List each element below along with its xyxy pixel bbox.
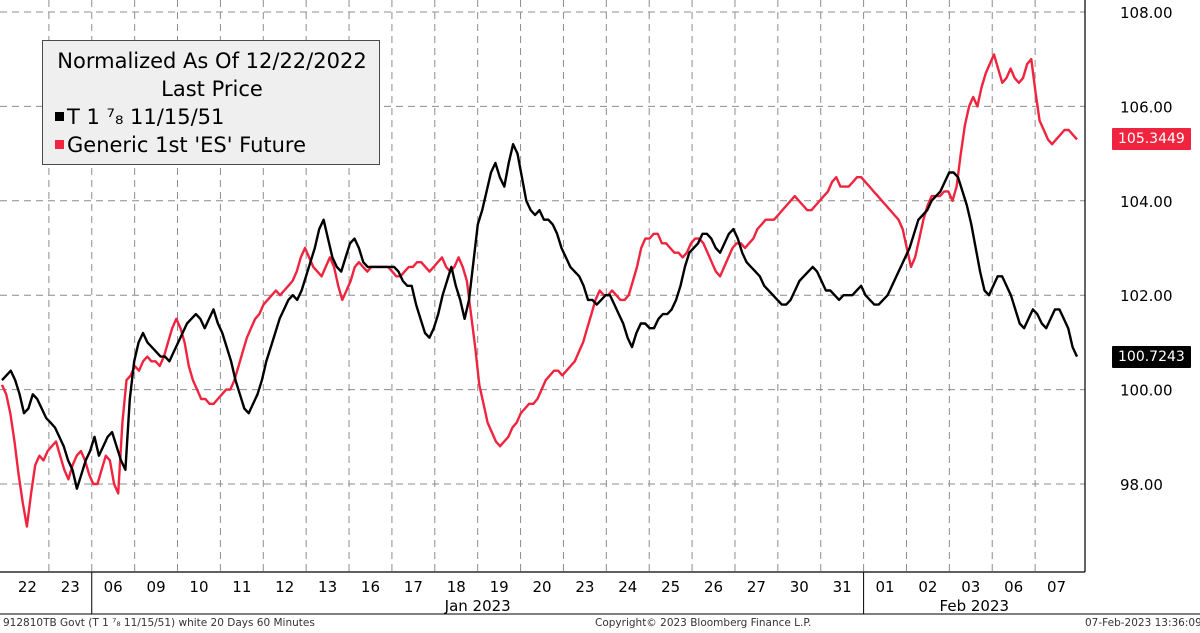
legend-subtitle: Last Price [161, 77, 263, 101]
x-tick-label: 10 [189, 578, 208, 596]
x-tick-label: 09 [147, 578, 166, 596]
x-tick-label: 06 [104, 578, 123, 596]
x-tick-label: 24 [618, 578, 637, 596]
x-tick-label: 01 [875, 578, 894, 596]
x-tick-label: 03 [961, 578, 980, 596]
series-line-bond [1, 143, 1079, 490]
x-tick-label: 30 [790, 578, 809, 596]
legend-swatch-es [55, 139, 64, 149]
x-tick-label: 23 [575, 578, 594, 596]
legend-title: Normalized As Of 12/22/2022 [57, 49, 367, 73]
x-tick-label: 11 [232, 578, 251, 596]
series-line-es [0, 53, 1078, 528]
last-value-tag-es: 105.3449 [1112, 128, 1191, 151]
footer-security-info: 912810TB Govt (T 1 ⁷₈ 11/15/51) white 20… [3, 617, 315, 629]
month-label: Feb 2023 [940, 597, 1010, 615]
x-tick-label: 12 [275, 578, 294, 596]
x-tick-label: 23 [61, 578, 80, 596]
x-tick-label: 13 [318, 578, 337, 596]
y-tick-label: 108.00 [1120, 4, 1173, 22]
axis-layer: 98.00 100.00 102.00 104.00 106.00 108.00 22 23 0… [0, 0, 1200, 615]
x-tick-label: 31 [833, 578, 852, 596]
y-tick-label: 100.00 [1120, 382, 1173, 400]
x-tick-label: 19 [490, 578, 509, 596]
x-tick-label: 26 [704, 578, 723, 596]
y-tick-label: 102.00 [1120, 287, 1173, 305]
x-tick-label: 02 [918, 578, 937, 596]
legend-label-bond: T 1 ⁷₈ 11/15/51 [67, 105, 225, 129]
x-tick-label: 16 [361, 578, 380, 596]
y-tick-label: 106.00 [1120, 98, 1173, 116]
y-tick-label: 104.00 [1120, 193, 1173, 211]
chart-legend: Normalized As Of 12/22/2022 Last Price T… [42, 40, 380, 165]
legend-swatch-bond [55, 111, 64, 121]
x-tick-label: 06 [1004, 578, 1023, 596]
x-tick-label: 18 [447, 578, 466, 596]
month-label: Jan 2023 [444, 597, 511, 615]
x-tick-label: 27 [747, 578, 766, 596]
x-tick-label: 20 [532, 578, 551, 596]
last-value-tag-bond: 100.7243 [1112, 345, 1191, 368]
legend-label-es: Generic 1st 'ES' Future [67, 133, 307, 157]
x-tick-label: 07 [1047, 578, 1066, 596]
footer-copyright: Copyright© 2023 Bloomberg Finance L.P. [595, 617, 812, 629]
y-tick-label: 98.00 [1120, 476, 1163, 494]
x-tick-label: 22 [18, 578, 37, 596]
legend-item-bond: T 1 ⁷₈ 11/15/51 [55, 103, 369, 131]
x-tick-label: 17 [404, 578, 423, 596]
legend-item-es: Generic 1st 'ES' Future [55, 131, 369, 159]
footer-timestamp: 07-Feb-2023 13:36:09 [1085, 617, 1200, 629]
x-tick-label: 25 [661, 578, 680, 596]
series-layer [0, 53, 1079, 528]
